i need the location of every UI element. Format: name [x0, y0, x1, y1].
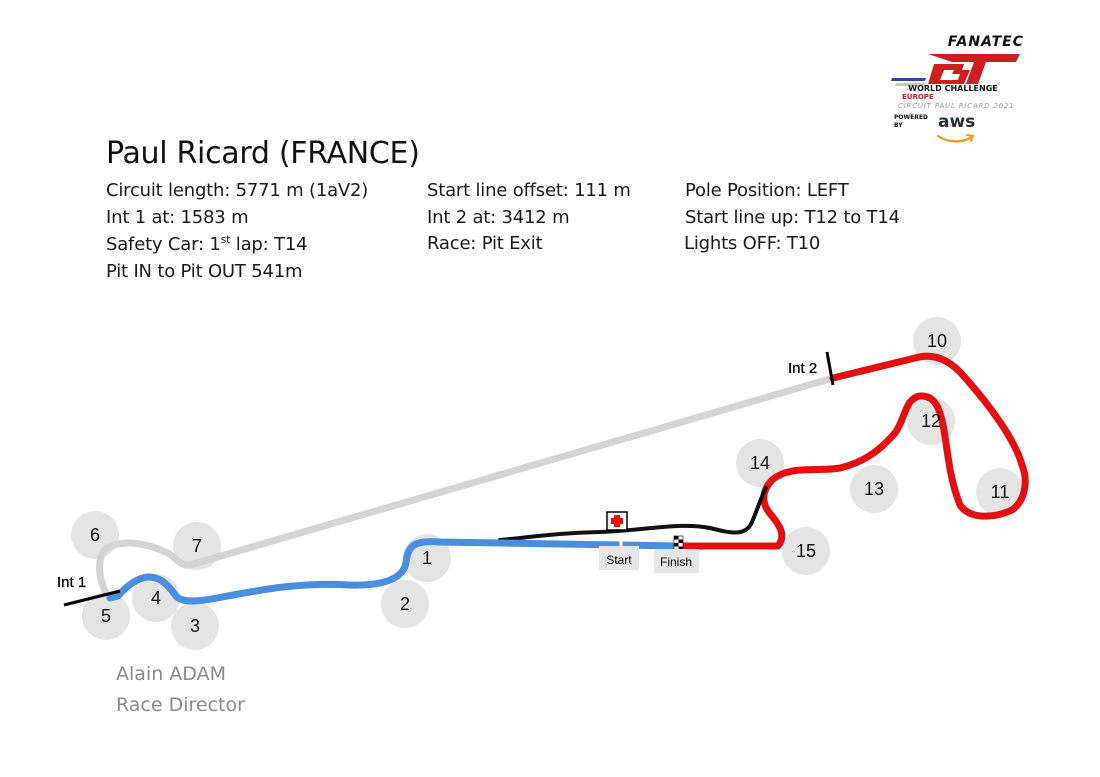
finish-line-checkered — [673, 535, 684, 551]
corner-number: 6 — [90, 525, 100, 545]
logo-sponsor: aws — [938, 112, 976, 132]
info-safety-car-prefix: Safety Car: 1 — [106, 234, 221, 255]
logo-powered-by: POWERED BY — [894, 114, 928, 129]
info-lineup: Start line up: T12 to T14 — [685, 207, 900, 228]
corner-number: 13 — [864, 479, 884, 499]
info-pole: Pole Position: LEFT — [685, 180, 849, 201]
track-sector-1 — [106, 538, 682, 605]
track-sector-3 — [674, 352, 1029, 550]
track-sector-2 — [96, 374, 837, 602]
medical-icon — [606, 511, 628, 531]
logo-region: EUROPE — [902, 93, 934, 101]
corner-number: 7 — [192, 536, 202, 556]
corner-number: 4 — [151, 588, 161, 608]
corner-bubble-11 — [976, 468, 1024, 516]
logo-world-challenge: WORLD CHALLENGE — [908, 84, 998, 93]
corner-bubble-13 — [850, 465, 898, 513]
int2-marker — [825, 351, 835, 386]
director-role: Race Director — [116, 694, 245, 716]
corner-bubble-14 — [736, 439, 784, 487]
corner-bubble-3 — [171, 602, 219, 650]
director-name: Alain ADAM — [116, 663, 226, 685]
logo-circuit: CIRCUIT PAUL RICARD 2021 — [898, 102, 1015, 110]
pit-lane — [498, 486, 768, 542]
corner-number: 1 — [422, 548, 432, 568]
info-int2: Int 2 at: 3412 m — [427, 207, 570, 228]
info-lights: Lights OFF: T10 — [684, 233, 821, 254]
corner-number: 10 — [927, 331, 947, 351]
corner-number: 12 — [921, 411, 941, 431]
corner-bubble-2 — [381, 580, 429, 628]
info-pit: Pit IN to Pit OUT 541m — [106, 261, 303, 282]
aws-smile-icon — [936, 134, 975, 143]
start-label-box — [599, 546, 639, 570]
info-safety-car: Safety Car: 1st lap: T14 — [106, 233, 308, 255]
logo-series: GT — [888, 50, 890, 51]
finish-label-box — [654, 549, 699, 573]
page-title: Paul Ricard (FRANCE) — [106, 136, 420, 171]
int1-marker — [63, 589, 121, 607]
corner-number: 3 — [190, 616, 200, 636]
corner-bubble-15 — [782, 527, 830, 575]
start-label: Start — [606, 553, 632, 567]
info-int1: Int 1 at: 1583 m — [106, 207, 249, 228]
finish-label: Finish — [660, 555, 692, 569]
corner-number: 11 — [991, 482, 1010, 502]
int1-label: Int 1 — [57, 574, 86, 591]
info-start-offset: Start line offset: 111 m — [427, 180, 631, 201]
info-safety-car-suffix: lap: T14 — [230, 234, 308, 255]
corner-number: 5 — [101, 606, 111, 626]
logo-brand: FANATEC — [947, 34, 1024, 50]
corner-number: 14 — [750, 453, 770, 473]
corner-number: 15 — [796, 541, 816, 561]
corner-number: 2 — [400, 594, 410, 614]
info-race: Race: Pit Exit — [427, 233, 543, 254]
int2-label: Int 2 — [788, 360, 817, 377]
gt-logo-mark: GT — [888, 50, 1020, 86]
info-circuit-length: Circuit length: 5771 m (1aV2) — [106, 180, 369, 201]
info-safety-car-sup: st — [220, 233, 231, 246]
fanatec-gt-logo: FANATEC GT WORLD CHALLENGE EUROPE CIRCUI… — [888, 34, 1028, 146]
corner-bubble-5 — [82, 592, 130, 640]
